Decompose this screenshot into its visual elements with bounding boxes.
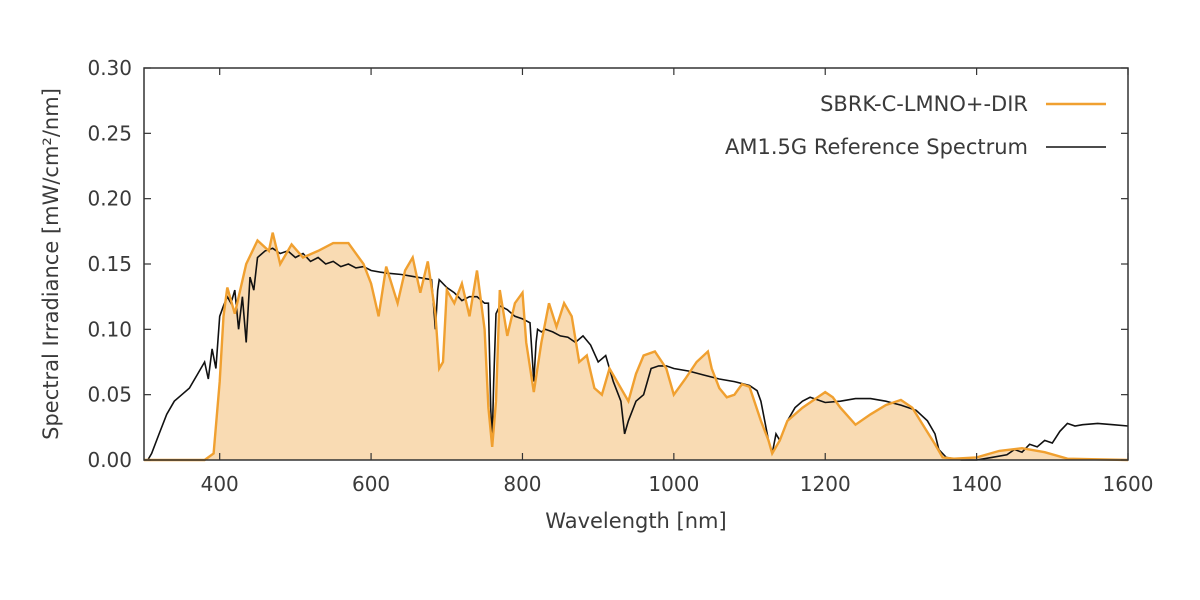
- x-axis-ticks: 400 600 800 1000 1200 1400 1600: [201, 68, 1154, 496]
- series-line-sbrk: [144, 232, 1129, 462]
- legend-label-sbrk: SBRK-C-LMNO+-DIR: [820, 92, 1028, 116]
- legend: SBRK-C-LMNO+-DIR AM1.5G Reference Spectr…: [725, 92, 1106, 159]
- y-tick-label: 0.00: [87, 448, 132, 472]
- y-tick-label: 0.30: [87, 56, 132, 80]
- x-tick-label: 1400: [951, 472, 1002, 496]
- x-tick-label: 400: [201, 472, 239, 496]
- legend-label-am15g: AM1.5G Reference Spectrum: [725, 135, 1028, 159]
- series-line-am15g: [144, 247, 1129, 461]
- y-axis-label: Spectral Irradiance [mW/cm²/nm]: [39, 88, 63, 440]
- x-tick-label: 800: [503, 472, 541, 496]
- y-tick-label: 0.20: [87, 187, 132, 211]
- y-tick-label: 0.15: [87, 252, 132, 276]
- y-tick-label: 0.25: [87, 121, 132, 145]
- x-tick-label: 1200: [800, 472, 851, 496]
- x-tick-label: 1000: [648, 472, 699, 496]
- x-tick-label: 600: [352, 472, 390, 496]
- series-fill-sbrk: [144, 232, 1128, 460]
- y-tick-label: 0.05: [87, 383, 132, 407]
- y-axis-ticks: 0.00 0.05 0.10 0.15 0.20 0.25 0.30: [87, 56, 1128, 472]
- x-axis-label: Wavelength [nm]: [545, 509, 726, 533]
- x-tick-label: 1600: [1103, 472, 1154, 496]
- y-tick-label: 0.10: [87, 317, 132, 341]
- plot-area: [144, 232, 1129, 462]
